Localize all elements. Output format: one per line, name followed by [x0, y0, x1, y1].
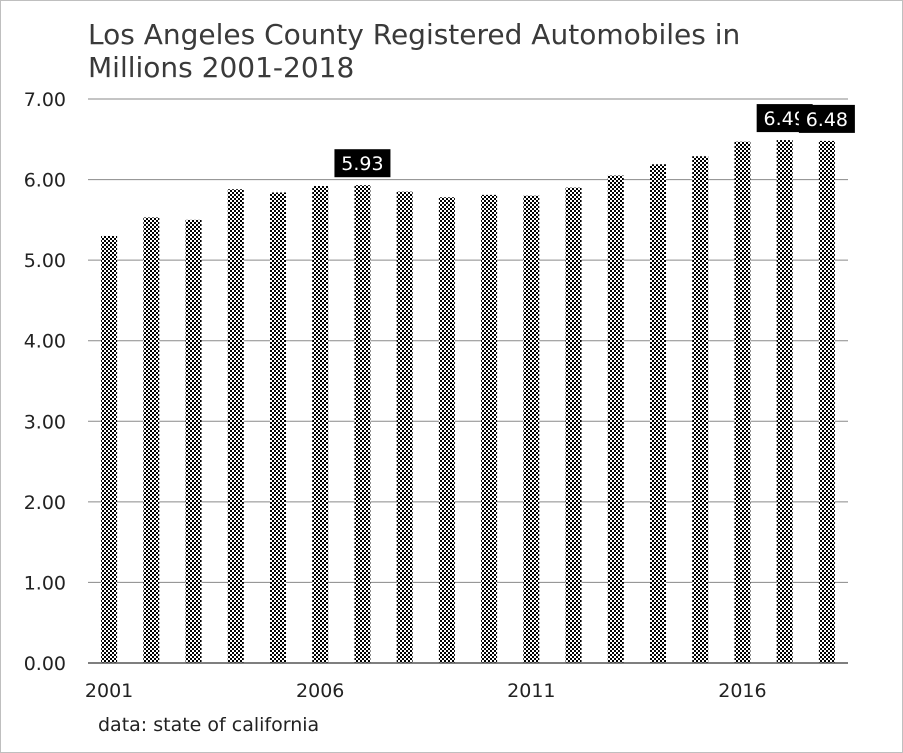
data-label-text: 6.48	[806, 109, 848, 131]
bar-2001	[101, 235, 118, 663]
bar-2007	[354, 185, 371, 663]
bar-2006	[312, 186, 329, 663]
data-label-text: 5.93	[341, 153, 383, 175]
bar-2005	[270, 192, 286, 663]
y-axis-ticks: 0.00 1.00 2.00 3.00 4.00 5.00 6.00 7.00	[24, 89, 66, 675]
bar-2009	[438, 197, 455, 663]
y-tick-label: 1.00	[24, 572, 66, 594]
y-tick-label: 0.00	[24, 653, 66, 675]
y-tick-label: 7.00	[24, 89, 66, 111]
x-axis-ticks: 2001 2006 2011 2016	[85, 680, 767, 702]
bar-2013	[607, 175, 624, 664]
x-tick-label: 2001	[85, 680, 133, 702]
x-tick-label: 2016	[718, 680, 766, 702]
bar-2008	[396, 191, 413, 663]
bars	[101, 140, 835, 664]
data-labels: 5.93 6.49 6.48	[334, 104, 855, 178]
bar-2018	[818, 140, 835, 663]
x-tick-label: 2011	[507, 680, 555, 702]
y-tick-label: 4.00	[24, 331, 66, 353]
bar-2002	[143, 217, 160, 663]
chart-title: Los Angeles County Registered Automobile…	[88, 18, 741, 84]
y-tick-label: 3.00	[24, 411, 66, 433]
bar-2012	[565, 187, 582, 663]
data-label-2018: 6.48	[798, 104, 855, 133]
bar-2011	[523, 195, 540, 663]
gridlines	[88, 98, 848, 583]
y-tick-label: 6.00	[24, 170, 66, 192]
bar-2016	[734, 141, 751, 663]
data-label-2007: 5.93	[334, 149, 391, 178]
data-label-2017: 6.49	[756, 104, 813, 133]
data-label-text: 6.49	[764, 108, 806, 130]
x-tick-label: 2006	[296, 680, 344, 702]
bar-2014	[650, 164, 666, 663]
y-tick-label: 5.00	[24, 250, 66, 272]
bar-2004	[227, 189, 244, 664]
data-label-box	[334, 149, 391, 178]
source-note: data: state of california	[98, 714, 320, 736]
bar-2003	[185, 219, 202, 663]
bar-2017	[776, 140, 793, 663]
y-tick-label: 2.00	[24, 492, 66, 514]
bar-2015	[692, 156, 709, 663]
data-label-box	[798, 104, 855, 133]
bar-2010	[481, 194, 498, 663]
